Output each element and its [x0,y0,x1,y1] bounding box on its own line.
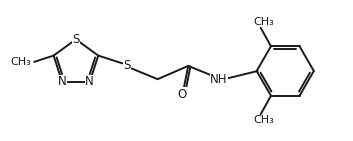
Text: CH₃: CH₃ [253,17,274,27]
Text: CH₃: CH₃ [10,57,31,67]
Text: S: S [123,59,131,72]
Text: NH: NH [210,73,228,86]
Text: CH₃: CH₃ [253,115,274,125]
Text: O: O [178,88,187,101]
Text: S: S [72,33,80,46]
Text: N: N [58,75,66,88]
Text: N: N [85,75,94,88]
